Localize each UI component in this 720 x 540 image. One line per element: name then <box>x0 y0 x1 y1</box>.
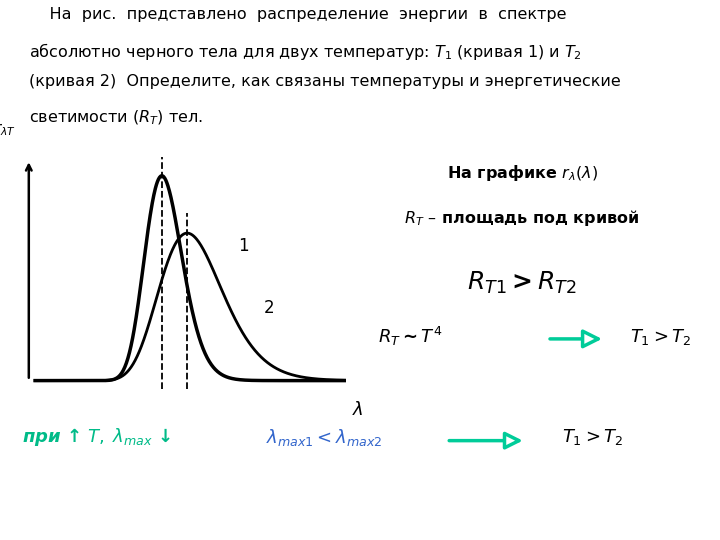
Text: $\lambda_{max1} < \lambda_{max2}$: $\lambda_{max1} < \lambda_{max2}$ <box>266 427 383 448</box>
Text: $\lambda$: $\lambda$ <box>353 401 364 418</box>
Text: $\boldsymbol{R_T}$ – площадь под кривой: $\boldsymbol{R_T}$ – площадь под кривой <box>404 208 640 228</box>
Text: светимости ($R_T$) тел.: светимости ($R_T$) тел. <box>29 108 203 126</box>
Text: $2$: $2$ <box>264 299 274 317</box>
Text: $r_{\lambda T}$: $r_{\lambda T}$ <box>0 122 16 138</box>
Text: $T_1 > T_2$: $T_1 > T_2$ <box>562 427 623 448</box>
Text: при ↑ $T,\;\lambda_{max}$ ↓: при ↑ $T,\;\lambda_{max}$ ↓ <box>22 427 171 448</box>
Text: (кривая 2)  Определите, как связаны температуры и энергетические: (кривая 2) Определите, как связаны темпе… <box>29 75 621 90</box>
Text: На графике $r_{\lambda}(\lambda)$: На графике $r_{\lambda}(\lambda)$ <box>446 163 598 183</box>
FancyArrowPatch shape <box>449 434 519 448</box>
Text: $1$: $1$ <box>238 237 249 255</box>
Text: $\boldsymbol{R_{T1} > R_{T2}}$: $\boldsymbol{R_{T1} > R_{T2}}$ <box>467 270 577 296</box>
Text: абсолютно черного тела для двух температур: $T_1$ (кривая 1) и $T_2$: абсолютно черного тела для двух температ… <box>29 40 582 62</box>
FancyArrowPatch shape <box>550 331 598 347</box>
Text: На  рис.  представлено  распределение  энергии  в  спектре: На рис. представлено распределение энерг… <box>29 7 567 22</box>
Text: $T_1 > T_2$: $T_1 > T_2$ <box>630 327 691 347</box>
Text: $\boldsymbol{R_T \sim T^4}$: $\boldsymbol{R_T \sim T^4}$ <box>378 325 442 348</box>
